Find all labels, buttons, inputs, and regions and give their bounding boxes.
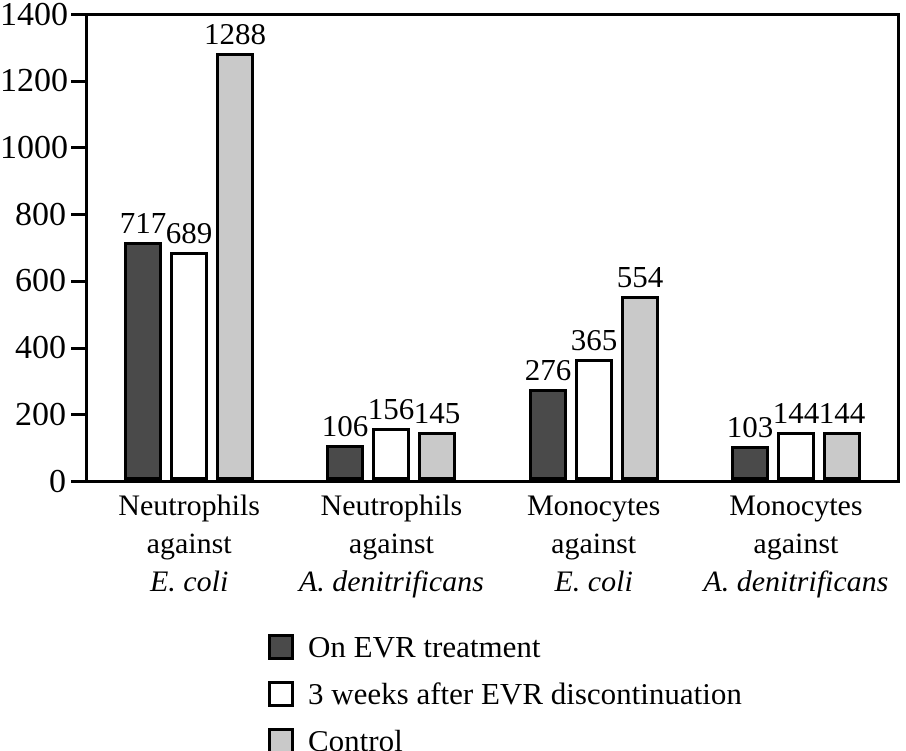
- y-tick-mark: [71, 213, 85, 217]
- category-label-organism: E. coli: [554, 565, 633, 598]
- bar: [777, 432, 815, 480]
- category-label-line1: Neutrophils: [320, 489, 463, 522]
- category-label-line1: Monocytes: [729, 489, 863, 522]
- bar: [418, 432, 456, 480]
- y-tick-label: 200: [15, 395, 66, 433]
- bar: [124, 242, 162, 480]
- category-label-line2: against: [551, 527, 637, 560]
- bar-value-label: 276: [524, 352, 572, 387]
- bar-value-label: 145: [413, 395, 461, 430]
- category-label-line2: against: [753, 527, 839, 560]
- category-label: Monocytes against A. denitrificans: [636, 487, 906, 601]
- bar-value-label: 554: [616, 259, 664, 294]
- bar-value-label: 365: [570, 322, 618, 357]
- y-tick-mark: [71, 279, 85, 283]
- y-tick-label: 600: [15, 262, 66, 300]
- category-label-line1: Monocytes: [526, 489, 661, 522]
- legend-swatch: [268, 727, 294, 751]
- plot-area: 717 689 1288 106 156 145 276 365 554 103 144 144: [85, 13, 900, 483]
- bar: [731, 446, 769, 480]
- y-tick-mark: [71, 79, 85, 83]
- y-tick-mark: [71, 346, 85, 350]
- bar-value-label: 144: [772, 395, 820, 430]
- legend-row: On EVR treatment: [268, 623, 742, 670]
- bar: [170, 252, 208, 480]
- legend-label: On EVR treatment: [308, 628, 541, 664]
- bar-value-label: 103: [726, 409, 774, 444]
- category-label: Neutrophils against A. denitrificans: [231, 487, 551, 601]
- bar-value-label: 717: [119, 205, 167, 240]
- bar: [326, 445, 364, 480]
- legend-row: 3 weeks after EVR discontinuation: [268, 670, 742, 717]
- category-label-organism: A. denitrificans: [298, 565, 484, 598]
- bar: [575, 359, 613, 480]
- legend-swatch: [268, 680, 294, 707]
- category-label-line1: Neutrophils: [118, 489, 260, 522]
- y-tick-label: 800: [15, 195, 66, 233]
- category-label: Monocytes against E. coli: [434, 487, 754, 601]
- bar: [372, 428, 410, 480]
- bar-value-label: 106: [321, 408, 369, 443]
- legend: On EVR treatment 3 weeks after EVR discon…: [268, 623, 742, 751]
- legend-row: Control: [268, 717, 742, 751]
- category-label: Neutrophils against E. coli: [29, 487, 349, 601]
- legend-swatch: [268, 633, 294, 660]
- category-label-organism: E. coli: [149, 565, 229, 598]
- y-tick-label: 0: [49, 462, 66, 500]
- bar-value-label: 1288: [204, 16, 266, 51]
- legend-label: Control: [308, 722, 403, 751]
- y-tick-label: 400: [15, 329, 66, 367]
- y-tick-mark: [71, 146, 85, 150]
- y-tick-mark: [71, 13, 85, 16]
- category-label-line2: against: [348, 527, 434, 560]
- bar-value-label: 144: [818, 395, 866, 430]
- bar: [823, 432, 861, 480]
- y-tick-mark: [71, 480, 85, 483]
- y-tick-mark: [71, 413, 85, 417]
- bar-value-label: 156: [367, 391, 415, 426]
- category-label-line2: against: [146, 527, 232, 560]
- y-tick-label: 1000: [0, 128, 68, 166]
- bar: [216, 53, 254, 480]
- category-label-organism: A. denitrificans: [703, 565, 889, 598]
- legend-label: 3 weeks after EVR discontinuation: [308, 675, 742, 711]
- bar-value-label: 689: [165, 215, 213, 250]
- bar: [529, 389, 567, 480]
- y-tick-label: 1200: [0, 62, 68, 100]
- bar: [621, 296, 659, 480]
- y-tick-label: 1400: [0, 0, 68, 33]
